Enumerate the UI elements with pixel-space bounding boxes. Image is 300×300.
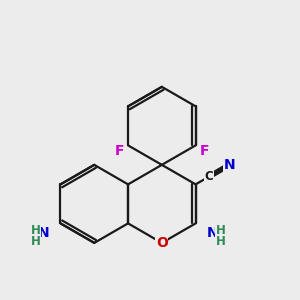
Text: H: H [31,235,40,248]
Text: H: H [216,235,226,248]
Text: H: H [31,224,40,237]
Text: F: F [114,144,124,158]
Text: F: F [200,144,209,158]
Text: C: C [205,170,214,183]
Text: N: N [38,226,50,240]
Text: O: O [156,236,168,250]
Text: H: H [216,224,226,237]
Text: N: N [224,158,235,172]
Text: N: N [206,226,218,240]
